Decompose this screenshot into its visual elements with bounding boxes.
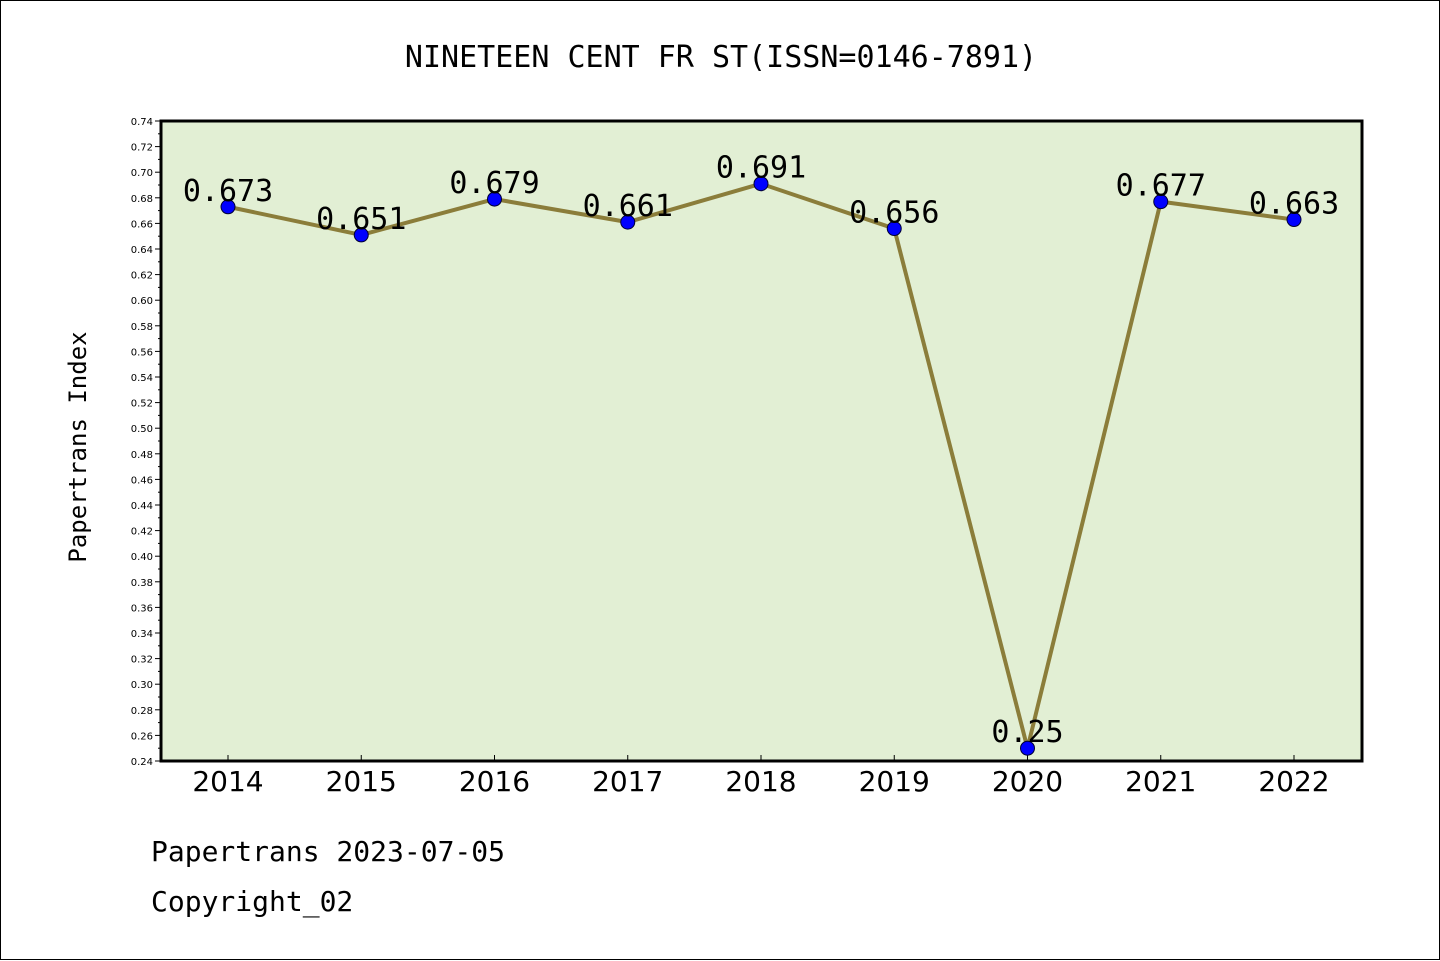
x-tick-label: 2019: [859, 765, 930, 798]
y-tick-label: 0.60: [131, 296, 153, 307]
y-tick-label: 0.40: [131, 552, 153, 563]
x-tick-label: 2020: [992, 765, 1063, 798]
data-label: 0.663: [1249, 187, 1339, 222]
data-point: [1153, 194, 1169, 210]
y-tick-label: 0.50: [131, 424, 153, 435]
y-tick-label: 0.38: [131, 578, 153, 589]
data-point: [753, 176, 769, 192]
y-tick-label: 0.34: [131, 629, 153, 640]
y-tick-label: 0.72: [131, 143, 153, 154]
data-label: 0.651: [316, 202, 406, 237]
data-label: 0.691: [716, 151, 806, 186]
data-label: 0.661: [583, 189, 673, 224]
footer-date: Papertrans 2023-07-05: [151, 835, 506, 868]
y-axis: 0.24 0.26 0.28 0.30 0.32 0.34 0.36 0.38 0.40 0.42…: [131, 117, 161, 768]
data-point: [886, 221, 902, 237]
y-tick-label: 0.70: [131, 168, 153, 179]
y-tick-label: 0.62: [131, 271, 153, 282]
x-tick-label: 2015: [326, 765, 397, 798]
y-tick-label: 0.66: [131, 219, 153, 230]
y-tick-label: 0.48: [131, 450, 153, 461]
x-tick-label: 2014: [192, 765, 263, 798]
x-tick-label: 2017: [592, 765, 663, 798]
data-label: 0.677: [1116, 169, 1206, 204]
x-tick-label: 2021: [1125, 765, 1196, 798]
y-tick-label: 0.52: [131, 399, 153, 410]
data-label: 0.673: [183, 174, 273, 209]
x-tick-label: 2016: [459, 765, 530, 798]
y-tick-label: 0.26: [131, 731, 153, 742]
y-tick-label: 0.44: [131, 501, 153, 512]
y-tick-label: 0.54: [131, 373, 153, 384]
y-tick-label: 0.30: [131, 680, 153, 691]
data-label: 0.656: [849, 196, 939, 231]
y-tick-label: 0.24: [131, 757, 153, 768]
data-label: 0.679: [449, 166, 539, 201]
data-point: [1286, 212, 1302, 228]
y-tick-label: 0.32: [131, 655, 153, 666]
x-tick-label: 2022: [1258, 765, 1329, 798]
x-tick-label: 2018: [725, 765, 796, 798]
y-tick-label: 0.64: [131, 245, 153, 256]
data-point: [620, 214, 636, 230]
footer-copyright: Copyright_02: [151, 885, 354, 918]
x-axis: 2014 2015 2016 2017 2018 2019 2020 2021 2022: [192, 755, 1330, 798]
y-tick-label: 0.28: [131, 706, 153, 717]
y-tick-label: 0.36: [131, 603, 153, 614]
data-point: [487, 191, 502, 207]
plot-border: [159, 119, 1364, 763]
chart-title: NINETEEN CENT FR ST(ISSN=0146-7891): [405, 40, 1037, 75]
y-tick-label: 0.58: [131, 322, 153, 333]
series-layer: 0.673 0.651 0.679 0.661 0.691 0.656 0.25 0.677 0…: [183, 151, 1339, 756]
data-label: 0.25: [991, 715, 1063, 750]
y-axis-label: Papertrans Index: [64, 331, 92, 562]
data-point: [220, 199, 236, 215]
y-tick-label: 0.74: [131, 117, 153, 128]
data-point: [353, 227, 369, 243]
y-tick-label: 0.68: [131, 194, 153, 205]
y-tick-label: 0.46: [131, 475, 153, 486]
y-tick-label: 0.42: [131, 527, 153, 538]
data-point: [1020, 740, 1035, 756]
y-tick-label: 0.56: [131, 347, 153, 358]
